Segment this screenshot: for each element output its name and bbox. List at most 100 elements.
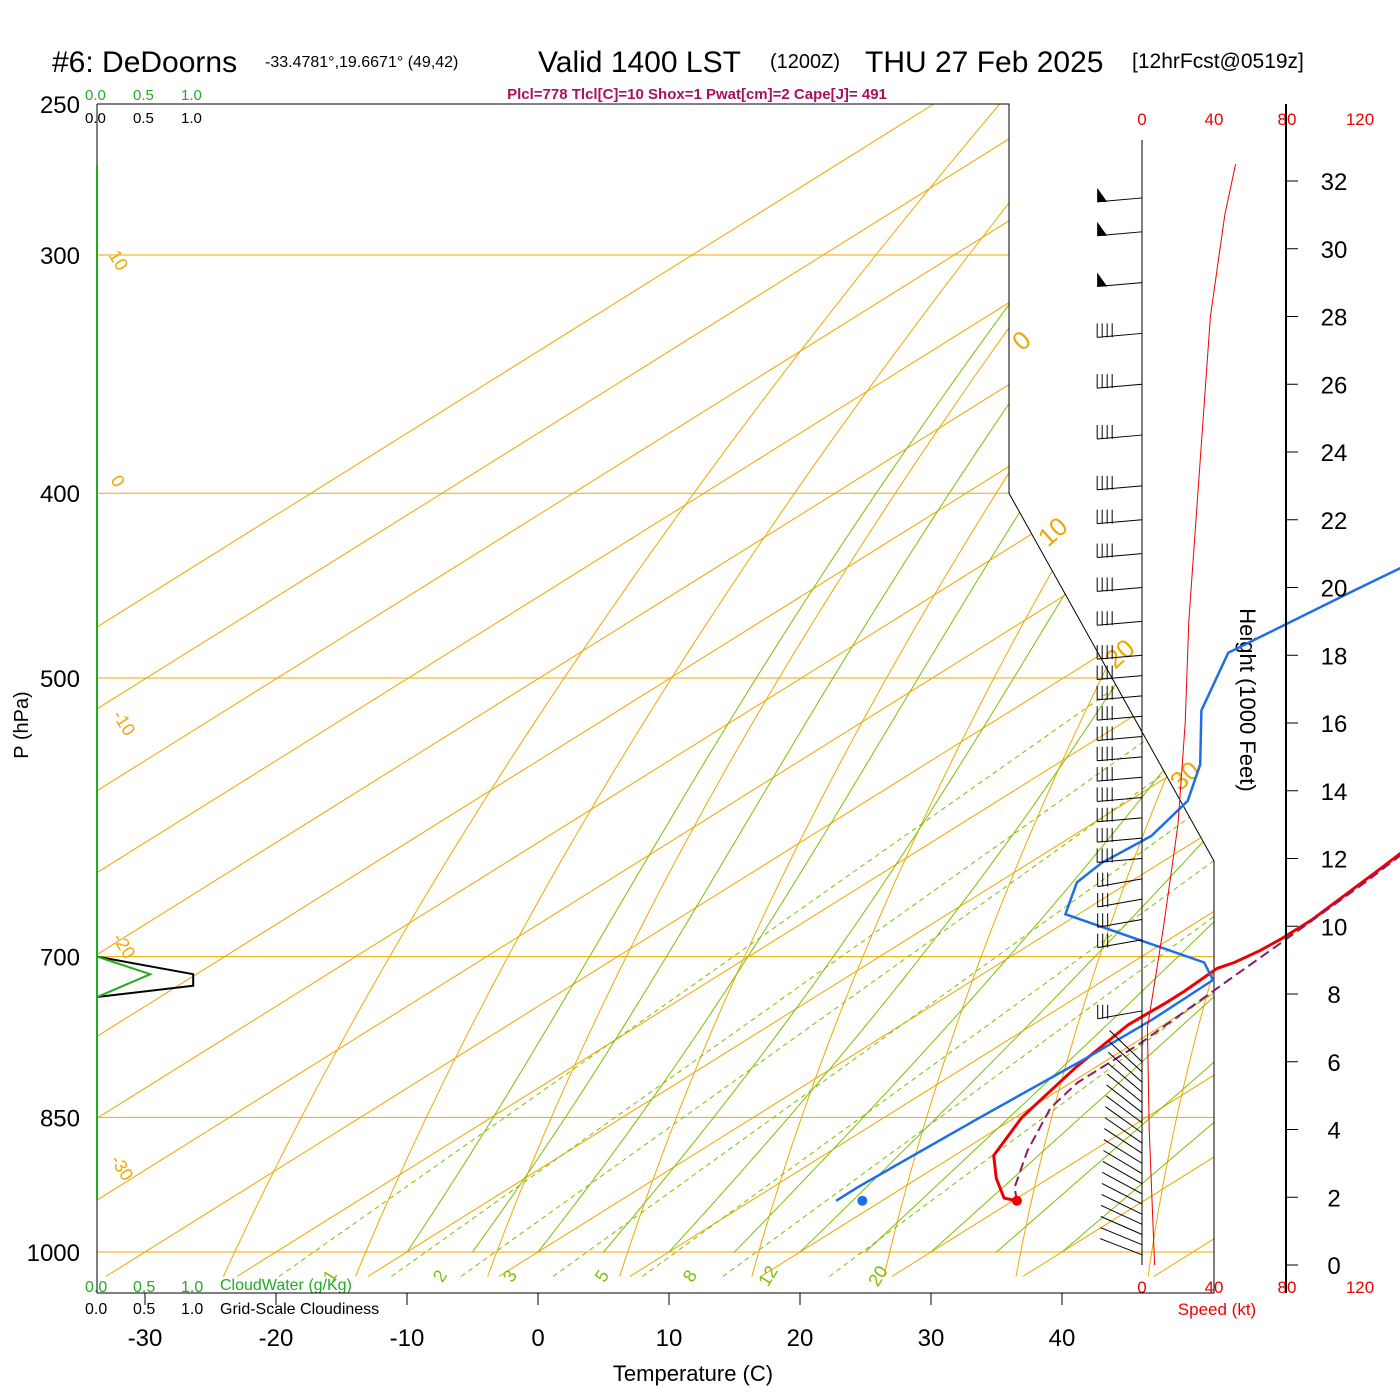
speed-tick-top: 0 [1137, 110, 1146, 129]
wind-barb [1107, 1062, 1143, 1093]
isotherm-line [498, 104, 1214, 1277]
cloud-water-tick: 1.0 [181, 1279, 203, 1296]
pressure-tick-label: 400 [40, 481, 80, 508]
isotherm-line [1153, 104, 1214, 1277]
moist-adiabat [406, 104, 1163, 1253]
wind-barb [1097, 1004, 1143, 1020]
wind-barb-staff [1100, 1205, 1143, 1225]
stability-indices: Plcl=778 Tlcl[C]=10 Shox=1 Pwat[cm]=2 Ca… [507, 86, 887, 103]
wind-barb-staff [1105, 1095, 1143, 1124]
dry-adiabat [487, 104, 1177, 1277]
moist-adiabat [668, 104, 1214, 1253]
temperature-tick-label: -10 [390, 1325, 425, 1352]
temperature-tick-label: 30 [918, 1325, 945, 1352]
wind-barb-staff [1097, 715, 1143, 721]
isotherm-line [629, 104, 1214, 1277]
wind-barb-staff [1097, 383, 1143, 389]
cloudiness-tick: 1.0 [181, 110, 202, 127]
wind-barb-staff [1097, 817, 1143, 823]
wind-barb-staff [1097, 553, 1143, 559]
wind-barb-staff [1097, 485, 1143, 491]
mixing-ratio-label: 5 [591, 1266, 613, 1285]
isotherm-label: -10 [109, 707, 140, 740]
isotherm-line [236, 104, 1214, 1277]
cloudiness-profile [96, 955, 195, 999]
pressure-tick-label: 1000 [27, 1240, 80, 1267]
isotherm-line [97, 104, 1214, 1277]
wind-barb [1096, 848, 1143, 863]
height-tick-label: 28 [1321, 305, 1348, 332]
wind-barb-staff [1097, 1010, 1143, 1020]
speed-axis-title: Speed (kt) [1178, 1300, 1256, 1319]
moist-adiabat [930, 104, 1214, 1253]
wind-barb [1097, 187, 1143, 203]
isotherm-line [760, 104, 1214, 1277]
pressure-tick-label: 500 [40, 666, 80, 693]
dry-adiabat [1147, 104, 1214, 1277]
surface-dewpoint-dot [857, 1195, 868, 1206]
cloud-scale-bottom: 0.0 0.5 1.0 CloudWater (g/Kg) 0.0 0.5 1.… [85, 1277, 379, 1318]
station-coords: -33.4781°,19.6671° (49,42) [265, 54, 458, 71]
mixing-ratio-line [391, 492, 1214, 1277]
wind-barb [1096, 807, 1143, 823]
isotherm-line [97, 104, 935, 1277]
moist-adiabat [472, 104, 1214, 1253]
pressure-tick-label: 700 [40, 945, 80, 972]
height-tick-label: 22 [1321, 508, 1348, 535]
height-tick-label: 24 [1321, 440, 1348, 467]
plot-frame [97, 103, 1215, 1294]
mixing-ratio-label: 8 [679, 1266, 701, 1285]
wind-speed-line [1146, 163, 1237, 1266]
height-tick-label: 20 [1321, 576, 1348, 603]
wind-barb-staff [1097, 898, 1143, 908]
speed-tick-top: 40 [1205, 110, 1224, 129]
dry-adiabat [883, 104, 1214, 1277]
mixing-ratio-line [278, 492, 1214, 1277]
wind-barb [1097, 221, 1143, 237]
wind-barb [1096, 746, 1143, 762]
temperature-line [992, 851, 1400, 1203]
dry-adiabat [355, 104, 1089, 1277]
pressure-tick-label: 300 [40, 243, 80, 270]
wind-barb [1100, 1216, 1143, 1235]
speed-axis-labels: 0 40 80 120 0 40 80 120 Speed (kt) [1137, 110, 1374, 1319]
isotherm-label: 20 [1099, 633, 1141, 675]
cloud-water-label: CloudWater (g/Kg) [220, 1277, 352, 1294]
temperature-tick-label: 20 [787, 1325, 814, 1352]
moist-adiabat [1061, 104, 1214, 1253]
y2-axis-title: Height (1000 Feet) [1235, 608, 1260, 791]
wind-barb [1099, 1238, 1143, 1256]
temperature-tick-label: -20 [259, 1325, 294, 1352]
wind-barb-staff [1100, 1227, 1143, 1246]
height-tick-label: 0 [1327, 1253, 1340, 1280]
wind-barb-pennant [1097, 187, 1108, 202]
wind-barb [1096, 424, 1143, 440]
wind-barb-staff [1097, 332, 1143, 338]
wind-barb-staff [1105, 1106, 1143, 1134]
wind-barb [1105, 1095, 1143, 1124]
wind-barb [1096, 323, 1143, 338]
wind-barb [1104, 1128, 1143, 1154]
wind-barb [1109, 1030, 1143, 1063]
wind-barb-staff [1097, 797, 1143, 802]
plot-area [97, 104, 1400, 1277]
wind-barb-staff [1097, 837, 1143, 843]
cloudiness-label: Grid-Scale Cloudiness [220, 1301, 379, 1318]
height-tick-label: 14 [1321, 779, 1348, 806]
isotherm-line [105, 104, 1214, 1277]
mixing-ratio-line [552, 492, 1214, 1277]
wind-barb-staff [1099, 1238, 1143, 1256]
wind-barb [1097, 933, 1143, 949]
cloudiness-tick: 0.5 [133, 110, 154, 127]
wind-barb [1106, 1073, 1143, 1103]
temperature-tick-label: 0 [531, 1325, 544, 1352]
height-tick-label: 8 [1327, 982, 1340, 1009]
height-tick-label: 2 [1327, 1185, 1340, 1212]
wind-barb-staff [1097, 620, 1143, 626]
isotherm-label: 10 [105, 247, 133, 275]
isotherm-line [97, 104, 1214, 1277]
dry-adiabat [1280, 104, 1400, 1277]
wind-barb [1096, 509, 1143, 525]
wind-barb [1106, 1084, 1143, 1113]
isotherm-label: 0 [107, 472, 129, 491]
